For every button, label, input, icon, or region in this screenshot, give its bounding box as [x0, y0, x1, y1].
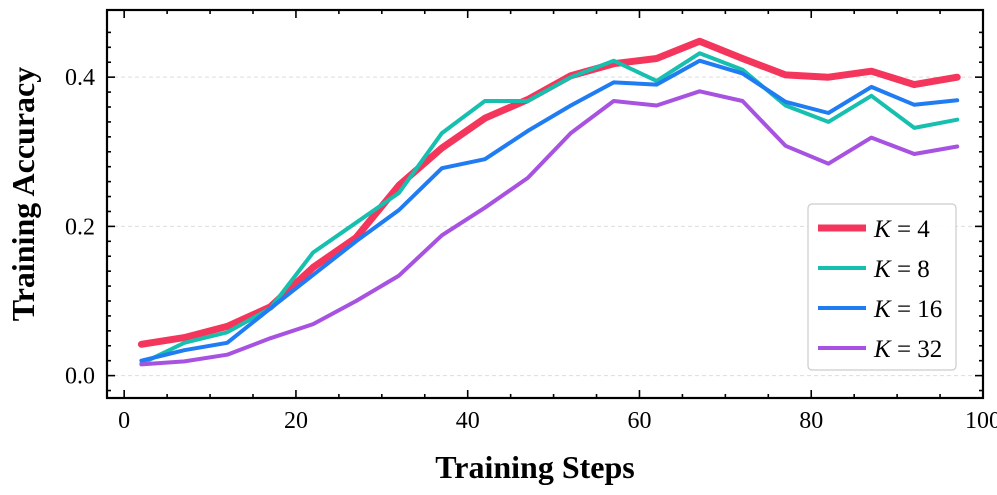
legend-value: = 4 — [891, 216, 931, 243]
y-tick-label: 0.4 — [65, 65, 95, 91]
legend-label: K = 32 — [873, 336, 942, 363]
legend-variable: K — [873, 216, 892, 243]
series-line — [139, 58, 960, 363]
series-line — [139, 89, 960, 367]
legend-box — [807, 203, 957, 371]
axis-ticks — [107, 10, 984, 398]
x-axis-title: Training Steps — [435, 449, 634, 485]
plot-frame — [105, 8, 985, 400]
legend-value: = 16 — [891, 296, 943, 323]
x-tick-label: 60 — [627, 408, 651, 434]
x-tick-label: 20 — [284, 408, 308, 434]
x-tick-label: 0 — [118, 408, 130, 434]
legend-value: = 8 — [891, 256, 930, 283]
legend-value: = 32 — [891, 336, 943, 363]
legend-variable: K — [873, 296, 892, 323]
legend-variable: K — [873, 336, 892, 363]
legend-label: K = 8 — [873, 256, 930, 283]
legend: K = 4K = 8K = 16K = 32 — [807, 203, 957, 371]
y-tick-label: 0.2 — [65, 214, 95, 240]
series-lines — [137, 37, 961, 367]
x-tick-label: 80 — [799, 408, 823, 434]
tick-labels: 0 20 40 60 80 100 0.0 0.2 0.4 — [65, 65, 997, 434]
legend-label: K = 4 — [873, 216, 930, 243]
y-tick-label: 0.0 — [65, 364, 95, 390]
series-line — [139, 51, 960, 366]
legend-label: K = 16 — [873, 296, 942, 323]
y-axis-title: Training Accuracy — [5, 67, 41, 322]
legend-variable: K — [873, 256, 892, 283]
x-tick-label: 100 — [965, 408, 997, 434]
x-tick-label: 40 — [456, 408, 480, 434]
